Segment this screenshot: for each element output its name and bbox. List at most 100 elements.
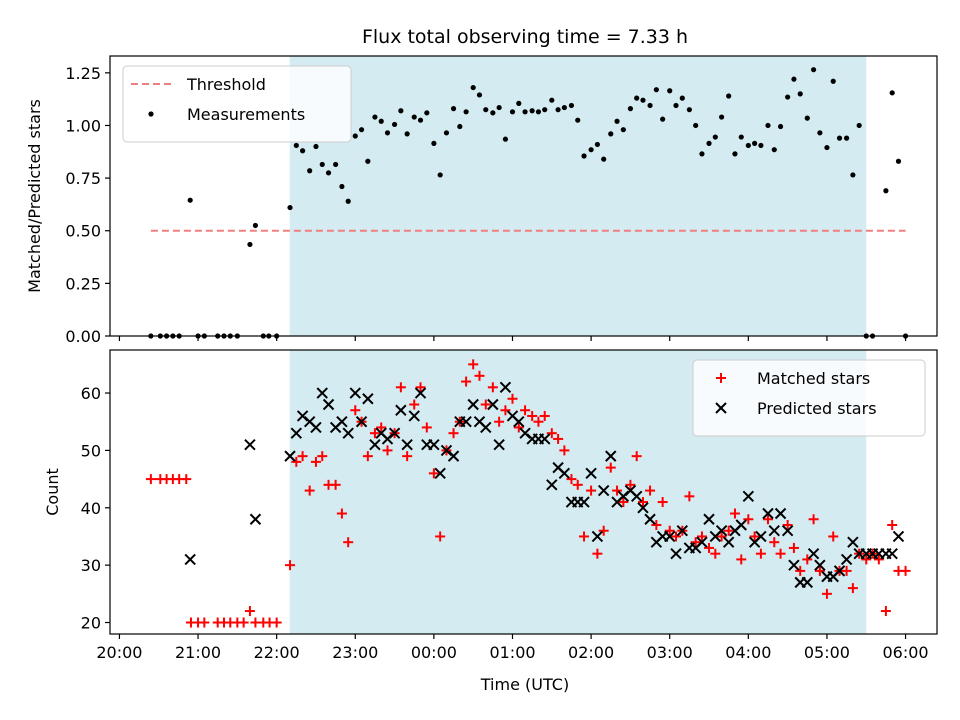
x-stroke	[781, 525, 794, 537]
x-stroke	[886, 547, 898, 560]
data-point	[181, 474, 192, 485]
data-point	[830, 78, 836, 84]
legend-item: Predicted stars	[715, 399, 877, 418]
data-point	[468, 359, 479, 370]
x-stroke	[355, 416, 368, 428]
count-panel: 20 30 40 50 60 20:00 21:00 22:00 23:00 00:00 01:00…	[43, 349, 938, 662]
data-point	[450, 106, 457, 112]
data-point	[847, 536, 859, 548]
data-point	[696, 536, 708, 548]
data-point	[782, 519, 793, 530]
x-tick-label: 02:00	[568, 643, 614, 662]
data-point	[470, 84, 476, 91]
data-point	[743, 514, 754, 525]
data-point	[507, 393, 518, 404]
x-stroke	[742, 490, 755, 503]
data-point	[561, 104, 567, 111]
x-stroke	[480, 421, 492, 434]
x-stroke	[408, 410, 420, 422]
data-point	[693, 122, 699, 129]
data-point	[476, 92, 483, 98]
data-point	[342, 427, 354, 439]
data-point	[833, 565, 846, 577]
x-stroke	[487, 398, 499, 411]
y-tick-label: 30	[81, 556, 101, 575]
x-stroke	[597, 484, 610, 497]
data-point	[535, 109, 542, 115]
data-point	[376, 422, 387, 433]
data-point	[378, 118, 384, 124]
x-stroke	[539, 433, 551, 445]
data-point	[581, 153, 587, 159]
data-point	[316, 387, 328, 399]
data-point	[588, 147, 594, 153]
x-stroke	[644, 513, 656, 525]
data-point	[350, 405, 361, 416]
y-tick-label: 40	[81, 499, 101, 518]
y-tick-label: 0.75	[65, 169, 101, 188]
data-point	[372, 114, 378, 120]
x-stroke	[467, 398, 479, 411]
data-point	[686, 107, 692, 113]
data-point	[365, 158, 371, 164]
legend-box	[692, 359, 926, 437]
data-point	[710, 548, 721, 559]
data-point	[252, 222, 259, 229]
data-point	[586, 485, 597, 496]
data-point	[568, 102, 575, 109]
data-point	[408, 410, 420, 422]
data-point	[664, 530, 676, 543]
data-point	[585, 467, 597, 480]
data-point	[480, 399, 491, 410]
data-point	[752, 140, 758, 146]
data-point	[771, 147, 777, 153]
data-point	[836, 135, 843, 141]
data-point	[625, 479, 636, 490]
y-tick-label: 20	[81, 614, 101, 633]
data-point	[640, 97, 646, 103]
data-point	[895, 158, 902, 164]
data-point	[817, 130, 823, 136]
data-point	[597, 484, 610, 497]
data-point	[791, 76, 797, 82]
data-point	[553, 433, 564, 444]
x-axis-label: Time (UTC)	[480, 675, 569, 694]
data-point	[821, 588, 832, 599]
data-point	[457, 123, 463, 130]
data-point	[461, 376, 472, 387]
x-stroke	[892, 530, 905, 543]
data-point	[758, 142, 764, 149]
data-point	[887, 519, 898, 530]
data-point	[428, 468, 439, 479]
data-point	[657, 497, 668, 508]
x-stroke	[513, 416, 525, 428]
data-point	[810, 67, 817, 73]
x-stroke	[637, 502, 649, 514]
x-stroke	[506, 410, 519, 422]
data-point	[238, 617, 249, 628]
data-point	[247, 241, 253, 248]
data-point	[384, 130, 391, 136]
x-stroke	[342, 427, 354, 439]
x-stroke	[284, 450, 296, 462]
x-stroke	[788, 559, 800, 571]
x-stroke	[428, 438, 440, 451]
legend-item: Measurements	[148, 105, 305, 124]
data-point	[480, 421, 492, 434]
x-stroke	[840, 553, 853, 566]
legend-item: Threshold	[131, 75, 266, 94]
data-point	[664, 525, 675, 536]
data-point	[527, 410, 538, 421]
legend-label: Matched stars	[757, 369, 870, 388]
x-stroke	[715, 525, 728, 537]
x-stroke	[414, 387, 427, 399]
x-stroke	[768, 525, 780, 537]
x-stroke	[303, 416, 316, 428]
data-point	[614, 118, 620, 124]
data-point	[391, 121, 398, 128]
data-point	[437, 172, 443, 178]
data-point	[336, 416, 348, 428]
data-point	[319, 161, 325, 168]
data-point	[402, 451, 413, 462]
legend: Matched stars Predicted stars	[692, 359, 926, 437]
